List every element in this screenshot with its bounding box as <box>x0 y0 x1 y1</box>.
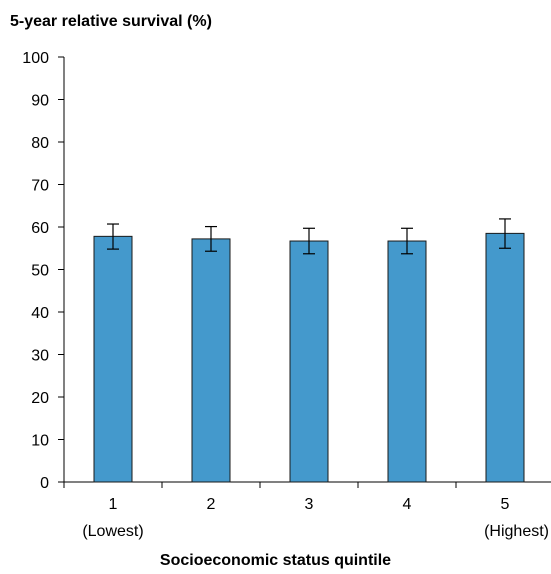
x-tick-sublabel: (Lowest) <box>82 523 143 540</box>
y-axis-title: 5-year relative survival (%) <box>10 13 212 30</box>
x-tick-label: 5 <box>501 496 510 513</box>
x-tick-label: 3 <box>305 496 314 513</box>
bar <box>485 232 525 483</box>
y-tick-label: 50 <box>31 263 49 280</box>
y-tick-label: 70 <box>31 178 49 195</box>
x-tick-label: 4 <box>403 496 412 513</box>
bar <box>93 235 133 483</box>
x-tick-label: 2 <box>207 496 216 513</box>
y-tick-label: 80 <box>31 135 49 152</box>
y-tick-label: 20 <box>31 390 49 407</box>
y-tick-label: 10 <box>31 433 49 450</box>
bar <box>289 240 329 483</box>
x-tick-label: 1 <box>109 496 118 513</box>
bar <box>191 238 231 483</box>
x-axis-title: Socioeconomic status quintile <box>159 552 392 569</box>
x-tick-sublabel: (Highest) <box>484 523 549 540</box>
y-tick-label: 90 <box>31 93 49 110</box>
y-tick-label: 30 <box>31 348 49 365</box>
y-tick-label: 0 <box>40 475 49 492</box>
y-tick-label: 60 <box>31 220 49 237</box>
bar <box>387 240 427 483</box>
y-tick-label: 40 <box>31 305 49 322</box>
y-tick-label: 100 <box>22 50 49 67</box>
